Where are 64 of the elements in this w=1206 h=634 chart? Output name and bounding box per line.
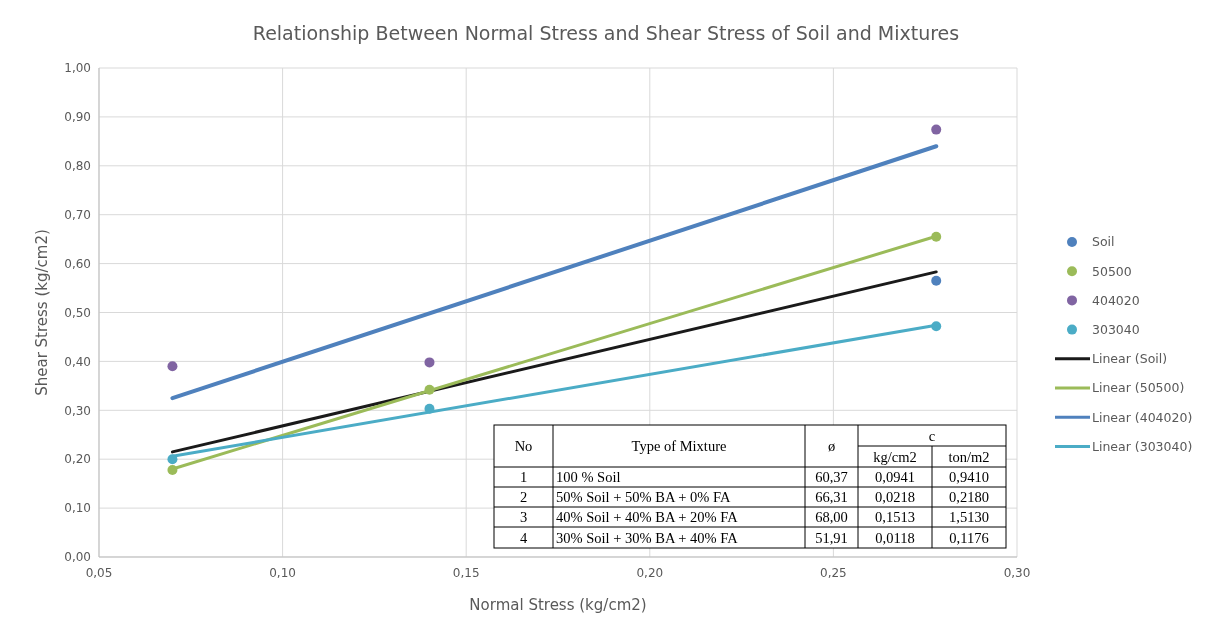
annotation: 40% Soil + 40% BA + 20% FA xyxy=(556,509,739,526)
point xyxy=(424,357,435,368)
annotation: 0,0941 xyxy=(875,469,915,486)
point xyxy=(167,464,178,475)
point xyxy=(167,454,178,465)
legend-label: 303040 xyxy=(1092,321,1140,337)
point xyxy=(167,361,178,372)
annotation: Type of Mixture xyxy=(631,438,727,455)
point xyxy=(424,384,435,395)
legend-label: Soil xyxy=(1092,234,1115,250)
x-tick-label: 0,20 xyxy=(636,566,664,580)
annotation: 2 xyxy=(519,489,528,506)
legend-label: Linear (50500) xyxy=(1092,380,1185,396)
point xyxy=(931,275,942,286)
point xyxy=(424,403,435,414)
annotation: 50% Soil + 50% BA + 0% FA xyxy=(556,489,731,506)
annotation: 0,1176 xyxy=(949,529,989,546)
annotation: 3 xyxy=(519,509,528,526)
annotation: kg/cm2 xyxy=(873,449,917,466)
annotation: 66,31 xyxy=(815,489,848,506)
annotation: 4 xyxy=(519,529,528,546)
annotation: 100 % Soil xyxy=(556,469,621,486)
x-tick-label: 0,15 xyxy=(452,566,480,580)
point xyxy=(931,124,942,135)
annotation: c xyxy=(928,428,936,445)
legend-label: 404020 xyxy=(1092,292,1140,308)
x-tick-label: 0,05 xyxy=(85,566,113,580)
annotation: 0,0118 xyxy=(875,529,915,546)
y-axis-title: Shear Stress (kg/cm2) xyxy=(33,229,51,396)
annotation: 0,9410 xyxy=(949,469,989,486)
y-tick-label: 0,40 xyxy=(64,354,91,369)
annotation: 0,1513 xyxy=(875,509,915,526)
chart-title: Relationship Between Normal Stress and Shear Stress of Soil and Mixtures xyxy=(252,22,960,44)
point xyxy=(931,321,942,332)
legend-label: Linear (404020) xyxy=(1092,409,1193,425)
annotation: ton/m2 xyxy=(948,449,990,466)
annotation: No xyxy=(514,438,533,455)
annotation: 68,00 xyxy=(815,509,848,526)
annotation: ø xyxy=(827,438,836,455)
y-tick-label: 1,00 xyxy=(64,61,91,76)
annotation: 51,91 xyxy=(815,529,848,546)
annotation: 0,2180 xyxy=(949,489,989,506)
y-tick-label: 0,80 xyxy=(64,159,91,173)
y-tick-label: 0,20 xyxy=(64,452,91,467)
y-tick-label: 0,60 xyxy=(64,256,91,271)
annotation: 1,5130 xyxy=(949,509,989,526)
annotation: 60,37 xyxy=(815,469,848,486)
point xyxy=(931,231,942,242)
y-tick-label: 0,50 xyxy=(64,305,91,320)
y-tick-label: 0,10 xyxy=(64,501,91,516)
y-tick-label: 0,30 xyxy=(64,403,91,418)
x-tick-label: 0,30 xyxy=(1003,566,1031,580)
y-tick-label: 0,90 xyxy=(64,110,91,125)
legend-label: Linear (303040) xyxy=(1092,438,1193,454)
y-tick-label: 0,70 xyxy=(64,207,91,222)
x-tick-label: 0,25 xyxy=(820,566,847,580)
annotation: 0,0218 xyxy=(875,489,915,506)
x-tick-label: 0,10 xyxy=(269,566,296,580)
annotation: 1 xyxy=(519,469,528,486)
y-tick-label: 0,00 xyxy=(64,550,91,565)
legend-label: 50500 xyxy=(1092,263,1132,279)
legend-label: Linear (Soil) xyxy=(1092,351,1168,367)
annotation: 30% Soil + 30% BA + 40% FA xyxy=(556,529,739,546)
x-axis-title: Normal Stress (kg/cm2) xyxy=(469,596,647,614)
